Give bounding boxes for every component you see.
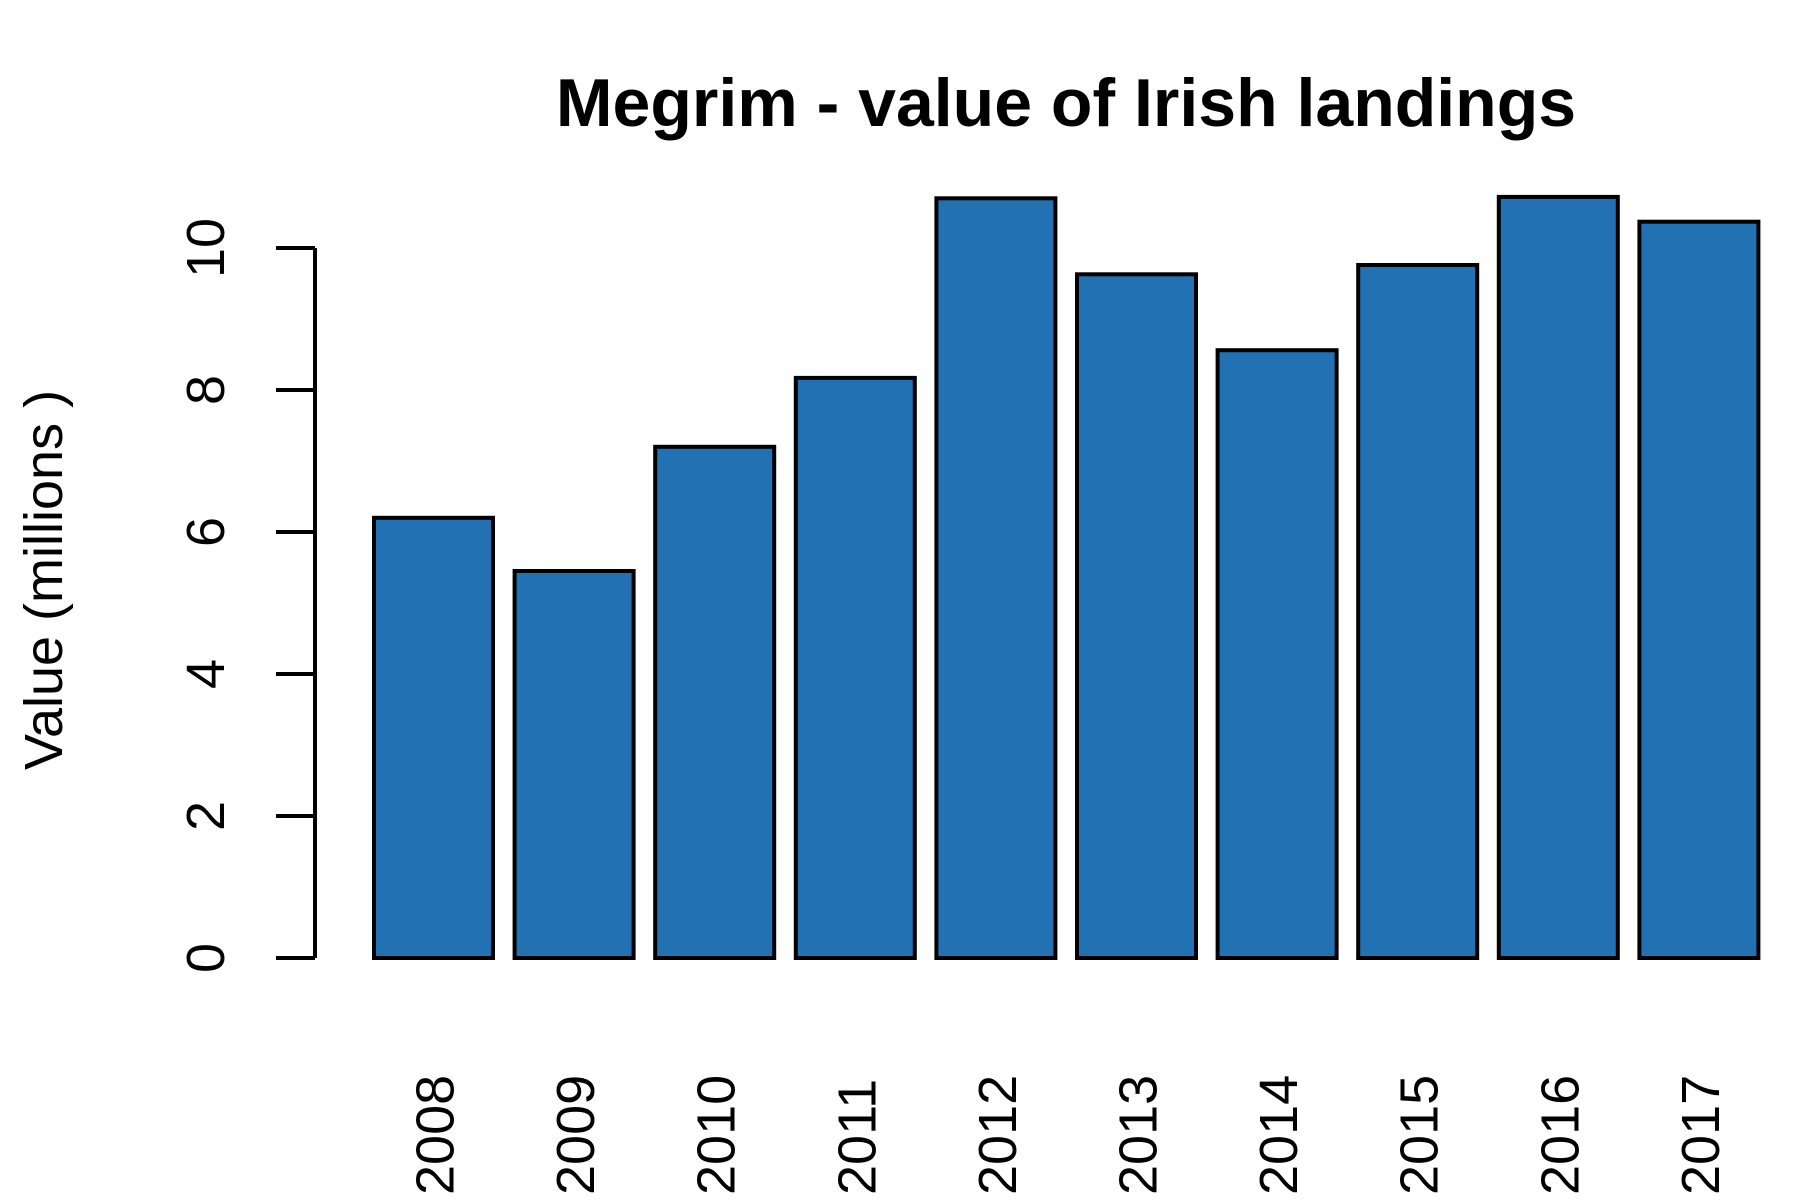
bar-2010 [653, 444, 777, 960]
bar-2008 [372, 515, 495, 960]
x-tick-label-2009: 2009 [546, 1075, 606, 1195]
bar-2011 [793, 375, 917, 960]
bar-2014 [1215, 348, 1339, 960]
bars-group [372, 194, 1761, 961]
x-axis-labels: 2008 2009 2010 2011 2012 2013 2014 2015 2016 2017 [406, 1075, 1731, 1195]
x-tick-label-2016: 2016 [1530, 1075, 1590, 1195]
x-tick-label-2015: 2015 [1390, 1075, 1450, 1195]
y-tick-label-4: 4 [176, 659, 236, 689]
y-tick-label-6: 6 [176, 517, 236, 547]
y-tick-label-10: 10 [176, 218, 236, 278]
bar-2013 [1075, 272, 1198, 960]
bar-2009 [512, 569, 636, 960]
bar-2017 [1637, 219, 1761, 960]
chart-title: Megrim - value of Irish landings [556, 65, 1576, 141]
x-tick-label-2010: 2010 [687, 1075, 747, 1195]
bar-2016 [1496, 194, 1620, 960]
y-axis: 0 2 4 6 8 10 [176, 218, 317, 973]
y-axis-label: Value (millions ) [14, 390, 74, 770]
x-tick-label-2008: 2008 [406, 1075, 466, 1195]
y-tick-label-0: 0 [176, 943, 236, 973]
x-tick-label-2017: 2017 [1671, 1075, 1731, 1195]
y-tick-label-2: 2 [176, 801, 236, 831]
x-tick-label-2014: 2014 [1249, 1075, 1309, 1195]
x-tick-label-2012: 2012 [968, 1075, 1028, 1195]
bar-2015 [1356, 263, 1480, 960]
bar-2012 [934, 196, 1058, 961]
y-tick-label-8: 8 [176, 375, 236, 405]
x-tick-label-2011: 2011 [827, 1079, 887, 1195]
x-tick-label-2013: 2013 [1109, 1075, 1169, 1195]
